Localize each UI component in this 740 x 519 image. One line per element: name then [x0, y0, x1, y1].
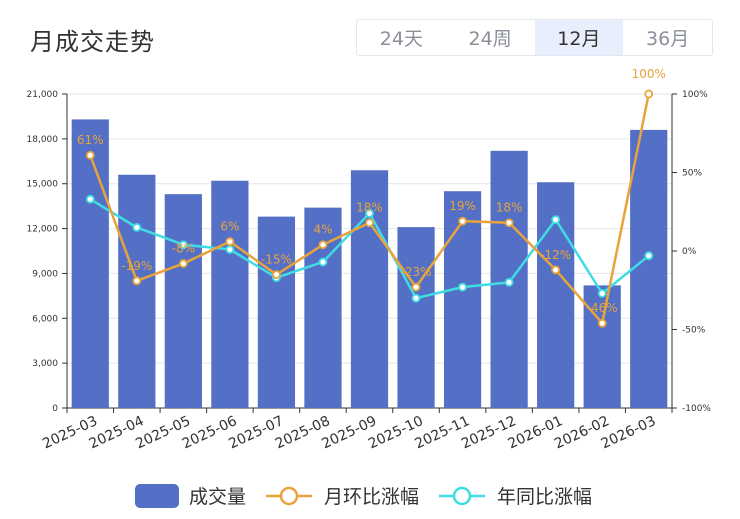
bar — [118, 174, 156, 408]
legend-swatch-mom — [266, 486, 312, 505]
bar — [630, 129, 668, 408]
y-left-tick-label: 15,000 — [27, 180, 59, 190]
bar — [71, 119, 109, 409]
mom-data-label: -46% — [587, 301, 618, 315]
mom-data-label: -23% — [401, 265, 432, 279]
legend-swatch-yoy — [439, 486, 485, 505]
yoy-point — [178, 240, 188, 250]
legend-label-volume: 成交量 — [189, 486, 247, 508]
tab-12-months[interactable]: 12月 — [534, 20, 624, 55]
tab-36-months[interactable]: 36月 — [646, 28, 690, 50]
yoy-point — [644, 251, 654, 261]
legend-label-mom: 月环比涨幅 — [324, 486, 420, 508]
y-right-tick-label: 100% — [682, 90, 708, 100]
yoy-point — [504, 277, 514, 287]
legend-item-mom[interactable]: 月环比涨幅 — [264, 482, 419, 509]
bar — [257, 216, 296, 408]
y-right-tick-label: -100% — [682, 404, 711, 414]
bar — [583, 285, 621, 408]
mom-data-label: 18% — [496, 201, 523, 215]
y-left-tick-label: 12,000 — [27, 225, 59, 235]
bar — [211, 180, 249, 408]
yoy-point — [458, 282, 467, 292]
tab-24-weeks[interactable]: 24周 — [468, 28, 512, 50]
y-right-tick-label: 50% — [682, 169, 702, 179]
legend-label-yoy: 年同比涨幅 — [497, 486, 593, 508]
chart-legend: 成交量 月环比涨幅 年同比涨幅 — [0, 482, 740, 514]
legend-item-yoy[interactable]: 年同比涨幅 — [437, 482, 592, 509]
yoy-point — [411, 293, 421, 303]
mom-point — [504, 218, 514, 228]
mom-data-label: 100% — [632, 67, 666, 81]
mom-data-label: 18% — [356, 201, 383, 215]
y-left-tick-label: 6,000 — [32, 314, 58, 324]
mom-point — [318, 240, 328, 250]
y-left-tick-label: 3,000 — [32, 359, 58, 369]
y-right-tick-label: -50% — [682, 326, 706, 336]
mom-data-label: -19% — [121, 259, 152, 273]
mom-point — [272, 270, 281, 279]
y-left-tick-label: 9,000 — [32, 269, 58, 279]
tab-24-days[interactable]: 24天 — [379, 28, 423, 50]
mom-data-label: -12% — [540, 248, 571, 262]
mom-point — [458, 216, 467, 226]
bar — [164, 194, 202, 408]
mom-point — [365, 218, 374, 228]
mom-data-label: 61% — [77, 133, 104, 147]
mom-data-label: 6% — [220, 220, 239, 234]
yoy-point — [85, 194, 95, 204]
mom-data-label: -8% — [172, 242, 195, 256]
period-tabs: 24天 24周 12月 36月 — [356, 19, 713, 56]
bar — [397, 227, 435, 408]
y-left-tick-label: 0 — [52, 404, 58, 414]
mom-point — [85, 150, 95, 160]
mom-data-label: -15% — [261, 253, 292, 267]
legend-swatch-volume — [135, 483, 179, 508]
bar — [443, 191, 482, 408]
y-left-tick-label: 18,000 — [27, 135, 59, 145]
page-title: 月成交走势 — [30, 28, 155, 56]
mom-point — [225, 237, 235, 246]
mom-point — [411, 282, 421, 292]
y-right-tick-label: 0% — [682, 247, 697, 257]
trend-chart: 0 3,000 6,000 9,000 12,000 15,000 18,000 21,000… — [27, 67, 712, 452]
mom-point — [132, 276, 142, 286]
yoy-point — [225, 245, 235, 254]
y-left-tick-label: 21,000 — [27, 90, 59, 100]
mom-data-label: 19% — [449, 199, 476, 213]
yoy-point — [318, 257, 328, 267]
yoy-point — [551, 215, 561, 225]
legend-item-volume[interactable]: 成交量 — [135, 482, 246, 509]
mom-data-label: 4% — [313, 223, 332, 237]
yoy-point — [365, 208, 374, 218]
yoy-point — [597, 288, 607, 298]
mom-point — [644, 89, 654, 99]
mom-point — [597, 318, 607, 328]
mom-point — [178, 259, 188, 268]
mom-point — [551, 265, 561, 275]
yoy-point — [132, 223, 142, 232]
